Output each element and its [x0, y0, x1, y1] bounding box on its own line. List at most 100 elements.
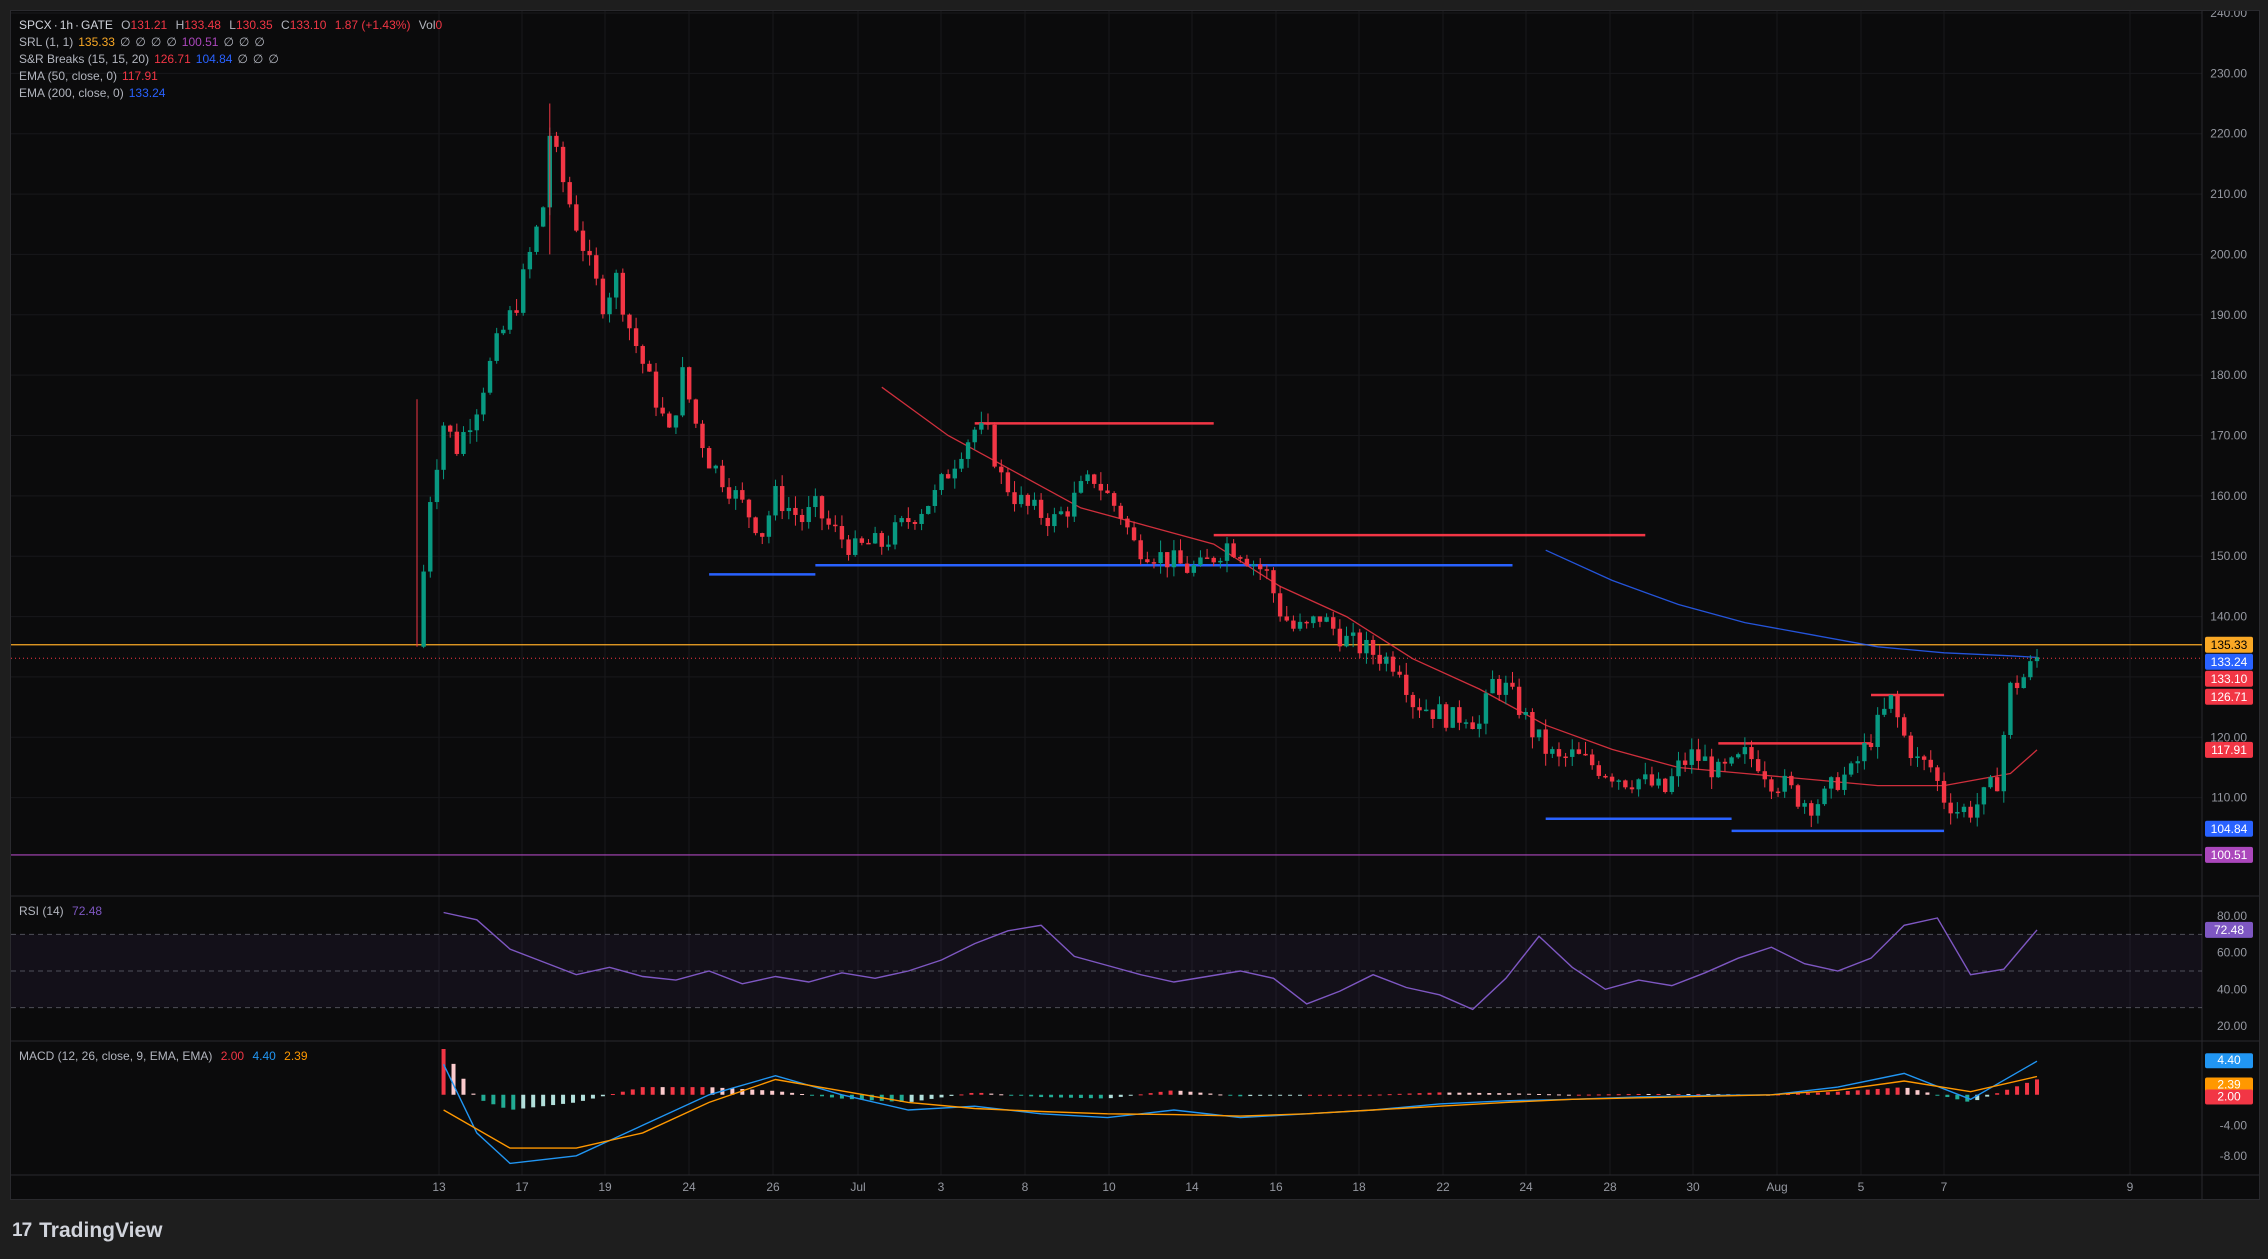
macd-hist-bar [829, 1094, 834, 1098]
time-tick-label: 8 [1022, 1180, 1029, 1194]
macd-hist-bar [1517, 1093, 1522, 1095]
macd-hist-bar [1387, 1094, 1392, 1096]
candle-body [1603, 775, 1608, 778]
candle-body [1045, 517, 1050, 527]
candle-body [1198, 557, 1203, 566]
macd-hist-bar [1029, 1094, 1034, 1097]
candle-body [926, 505, 931, 514]
macd-hist-bar [640, 1087, 645, 1095]
indicator-legend-row[interactable]: EMA (50, close, 0) 117.91 [19, 69, 163, 83]
price-tag-bg [2205, 653, 2253, 670]
indicator-legend-row[interactable]: SRL (1, 1) 135.33 ∅ ∅ ∅ ∅ 100.51 ∅ ∅ ∅ [19, 35, 270, 49]
candle-body [1317, 616, 1323, 622]
macd-hist-bar [1815, 1092, 1820, 1095]
macd-hist-bar [740, 1089, 745, 1095]
time-tick-label: Aug [1766, 1180, 1787, 1194]
candle-body [1158, 552, 1163, 564]
candle-body [1755, 759, 1761, 772]
candle-body [1516, 686, 1522, 715]
candle-body [1616, 780, 1621, 782]
rsi-axis[interactable]: 80.00 60.00 40.00 20.00 72.48 [2205, 909, 2253, 1033]
indicator-legend-row[interactable]: EMA (200, close, 0) 133.24 [19, 86, 170, 100]
candle-body [441, 425, 446, 470]
change-value: 1.87 (+1.43%) [334, 18, 411, 32]
macd-hist-bar [1825, 1092, 1830, 1095]
candle-body [1576, 749, 1582, 754]
candle-body [1550, 749, 1555, 754]
price-axis[interactable]: 240.00 230.00 220.00 210.00 200.00 190.00 180.… [2210, 11, 2247, 805]
candle-body [1477, 723, 1482, 730]
indicator-value: ∅ [119, 35, 131, 49]
time-axis[interactable]: 13 17 19 24 26 Jul 3 8 10 14 16 18 22 24 28 30 Aug 5 7 9 [432, 1180, 2133, 1194]
candle-body [1696, 749, 1701, 761]
tradingview-brand[interactable]: 17 TradingView [12, 1216, 162, 1246]
candle-body [706, 448, 712, 469]
candle-body [461, 432, 466, 454]
macd-hist-bar [620, 1091, 625, 1095]
interval[interactable]: 1h [59, 18, 74, 32]
macd-hist-bar [2035, 1079, 2039, 1095]
macd-hist-bar [1925, 1092, 1930, 1095]
candle-body [959, 458, 964, 469]
candle-body [421, 571, 426, 647]
macd-hist-bar [989, 1093, 994, 1095]
macd-hist-bar [511, 1094, 516, 1110]
macd-hist-bar [1138, 1094, 1143, 1096]
candle-body [1842, 774, 1847, 790]
candle-body [912, 522, 918, 524]
macd-hist-bar [1606, 1094, 1611, 1096]
candle-body [1955, 812, 1960, 814]
candle-body [1204, 557, 1210, 559]
indicator-value: 135.33 [78, 35, 115, 49]
macd-hist-bar [1198, 1092, 1203, 1095]
symbol-name[interactable]: SPCX [19, 18, 52, 32]
high-label: H [175, 18, 185, 32]
rsi-label[interactable]: RSI (14) [19, 904, 64, 918]
macd-hist-bar [790, 1092, 795, 1095]
price-tag-label: 135.33 [2211, 638, 2248, 652]
candle-body [1257, 564, 1263, 570]
indicator-value: 133.24 [128, 86, 166, 100]
candle-body [667, 413, 672, 428]
time-tick-label: 13 [432, 1180, 446, 1194]
price-tick-label: 180.00 [2210, 368, 2247, 382]
open-value: 131.21 [130, 18, 168, 32]
macd-hist-bar [1447, 1092, 1452, 1095]
volume-label: Vol [418, 18, 436, 32]
candle-body [919, 513, 924, 524]
brand-name: TradingView [39, 1219, 163, 1242]
candle-body [1184, 563, 1190, 573]
candle-body [2021, 677, 2026, 689]
candle-body [1875, 714, 1880, 747]
candle-body [673, 415, 679, 428]
macd-hist-bar [839, 1094, 844, 1099]
macd-hist-bar [1656, 1093, 1661, 1095]
macd-label[interactable]: MACD (12, 26, close, 9, EMA, EMA) [19, 1049, 213, 1063]
time-tick-label: 17 [515, 1180, 529, 1194]
macd-hist-bar [1009, 1094, 1014, 1096]
tradingview-logo-icon: 17 [12, 1220, 32, 1241]
candle-body [620, 272, 626, 315]
candle-body [1463, 722, 1469, 724]
candle-body [939, 474, 944, 491]
macd-hist-bar [680, 1087, 685, 1095]
candle-body [487, 360, 493, 393]
candle-body [826, 518, 831, 525]
candle-body [693, 399, 699, 424]
macd-hist-bar [820, 1094, 824, 1097]
macd-hist-bar [670, 1087, 675, 1095]
candle-body [1629, 787, 1635, 790]
candle-body [1596, 765, 1602, 776]
candle-body [1769, 779, 1774, 792]
price-tick-label: 150.00 [2210, 549, 2247, 563]
macd-hist-bar [1985, 1094, 1990, 1097]
price-tag-bg [2205, 670, 2253, 687]
candle-body [494, 333, 499, 361]
candle-body [726, 487, 732, 499]
candle-body [1935, 767, 1940, 781]
chart-canvas[interactable]: 240.00 230.00 220.00 210.00 200.00 190.00 180.… [11, 11, 2259, 1199]
candle-body [1968, 806, 1973, 818]
macd-hist-bar [1298, 1094, 1303, 1096]
macd-tag-label: 4.40 [2217, 1053, 2241, 1067]
indicator-legend-row[interactable]: S&R Breaks (15, 15, 20) 126.71 104.84 ∅ ∅ ∅ [19, 52, 284, 66]
